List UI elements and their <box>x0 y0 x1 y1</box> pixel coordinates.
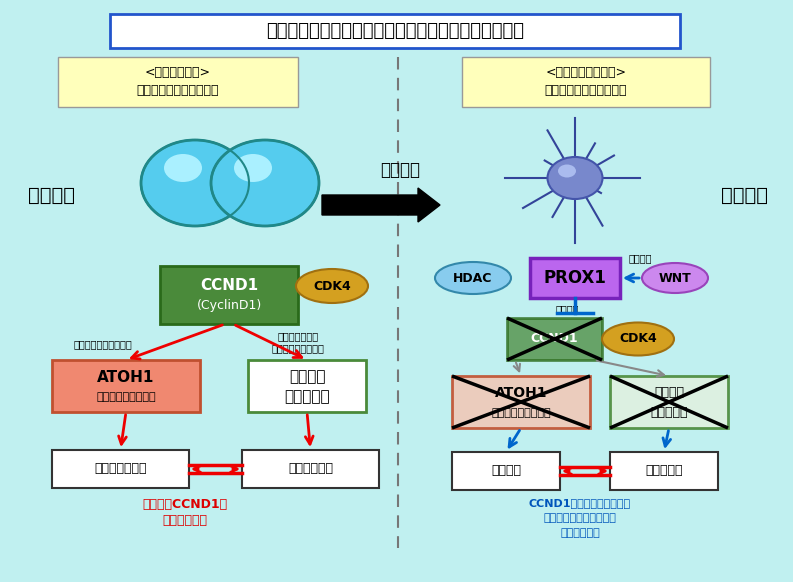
Ellipse shape <box>642 263 708 293</box>
Text: 関連分子群: 関連分子群 <box>284 389 330 404</box>
Text: 未分化性の維持: 未分化性の維持 <box>94 463 147 475</box>
Ellipse shape <box>435 262 511 294</box>
Text: 未分化性と増殖性を協調して制御する分子メカニズム: 未分化性と増殖性を協調して制御する分子メカニズム <box>266 22 524 40</box>
Text: 協調的に制御: 協調的に制御 <box>163 513 208 527</box>
Text: （未分化性の制御）: （未分化性の制御） <box>491 408 551 418</box>
Bar <box>452 452 560 490</box>
Text: 未分化性と増殖性の喪失: 未分化性と増殖性の喪失 <box>545 84 627 98</box>
Text: リン酸化による
タンパク機能活性化: リン酸化による タンパク機能活性化 <box>271 331 324 353</box>
Bar <box>610 452 718 490</box>
Bar <box>507 318 602 360</box>
Text: CCND1: CCND1 <box>531 332 578 346</box>
Bar <box>52 360 200 412</box>
Bar <box>452 376 590 428</box>
Text: CDK4: CDK4 <box>619 332 657 346</box>
Text: 増殖性の維持: 増殖性の維持 <box>288 463 333 475</box>
Bar <box>248 360 366 412</box>
Text: WNT: WNT <box>659 271 691 285</box>
Ellipse shape <box>234 154 272 182</box>
Bar <box>160 266 298 324</box>
FancyArrow shape <box>322 188 440 222</box>
Bar <box>530 258 620 298</box>
Text: リン酸化による安定化: リン酸化による安定化 <box>74 339 132 349</box>
Text: 細胞増殖: 細胞増殖 <box>654 386 684 399</box>
Ellipse shape <box>558 165 576 178</box>
Text: 未分化性と増殖性からの: 未分化性と増殖性からの <box>543 513 616 523</box>
Text: 発現抑制: 発現抑制 <box>556 304 580 314</box>
Text: (CyclinD1): (CyclinD1) <box>197 300 262 313</box>
Text: PROX1: PROX1 <box>543 269 607 287</box>
Ellipse shape <box>602 322 674 356</box>
Text: <神経前駆細胞>: <神経前駆細胞> <box>145 66 211 80</box>
Text: 細胞分化: 細胞分化 <box>491 464 521 477</box>
Ellipse shape <box>547 157 603 199</box>
Ellipse shape <box>211 140 319 226</box>
Ellipse shape <box>296 269 368 303</box>
Bar <box>110 14 680 48</box>
Text: 協調した離脱: 協調した離脱 <box>560 528 600 538</box>
Text: 発現誘導: 発現誘導 <box>628 253 652 263</box>
Text: ATOH1: ATOH1 <box>495 386 547 400</box>
Text: 神経細胞: 神経細胞 <box>722 186 768 204</box>
Bar <box>462 57 710 107</box>
Text: 増殖の停止: 増殖の停止 <box>646 464 683 477</box>
Bar <box>242 450 379 488</box>
Text: 細胞増殖: 細胞増殖 <box>289 370 325 385</box>
Text: ATOH1: ATOH1 <box>98 370 155 385</box>
Ellipse shape <box>164 154 202 182</box>
Bar <box>610 376 728 428</box>
Text: <神経細胞への分化>: <神経細胞への分化> <box>546 66 626 80</box>
Text: CDK4: CDK4 <box>313 279 351 293</box>
Text: 未分化性と増殖性の維持: 未分化性と増殖性の維持 <box>136 84 219 98</box>
Bar <box>58 57 298 107</box>
Bar <box>52 450 189 488</box>
Text: CCND1: CCND1 <box>200 279 258 293</box>
Text: 神経分化: 神経分化 <box>380 161 420 179</box>
Text: （未分化性の制御）: （未分化性の制御） <box>96 392 155 402</box>
Ellipse shape <box>141 140 249 226</box>
Text: 前駆細胞: 前駆細胞 <box>28 186 75 204</box>
Text: CCND1の発現低下による、: CCND1の発現低下による、 <box>529 498 631 508</box>
Text: 関連分子群: 関連分子群 <box>650 406 688 420</box>
Text: HDAC: HDAC <box>454 271 492 285</box>
Text: 同一分子CCND1で: 同一分子CCND1で <box>143 499 228 512</box>
